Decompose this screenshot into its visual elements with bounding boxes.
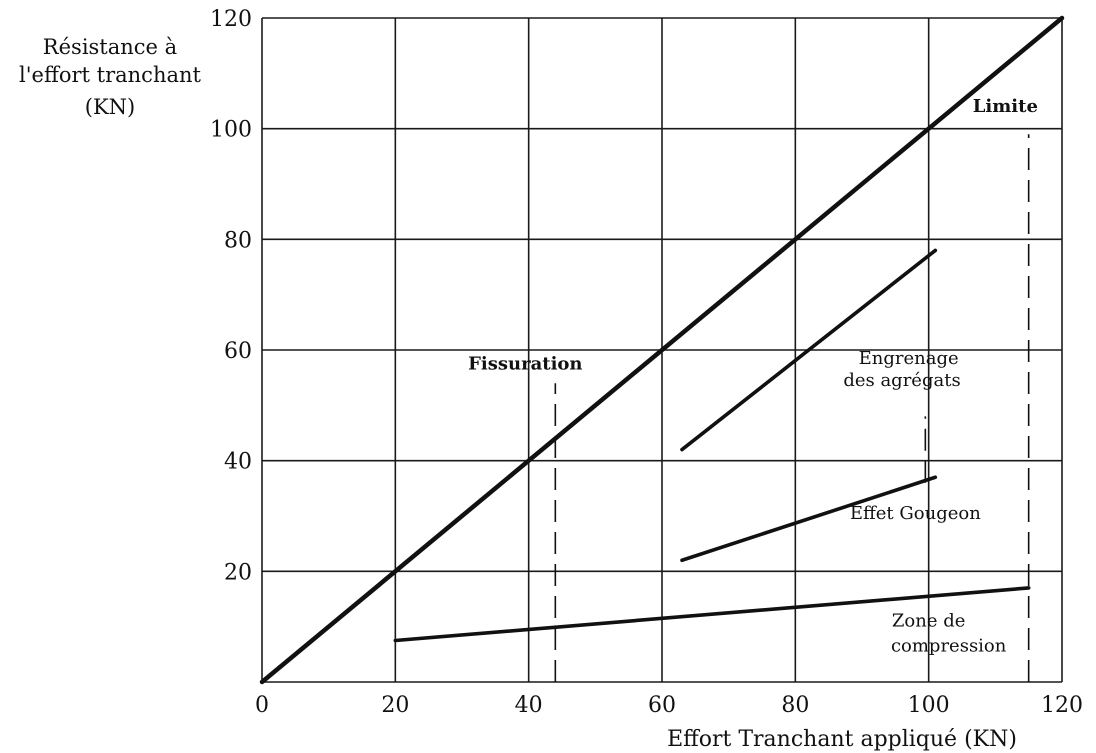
x-tick-label-0: 0	[255, 693, 269, 718]
x-tick-label-100: 100	[908, 693, 950, 718]
annotation-engrenage-2: des agrégats	[843, 370, 960, 391]
y-axis-label-line-2: l'effort tranchant	[19, 63, 201, 87]
tick-labels: 0 20 40 60 80 100 120 20 40 60 80 100 120	[210, 7, 1083, 718]
y-tick-label-100: 100	[210, 118, 252, 143]
x-tick-label-40: 40	[515, 693, 543, 718]
series-line-total	[259, 15, 1065, 685]
marker-lines	[554, 134, 1030, 682]
y-tick-label-120: 120	[210, 7, 252, 32]
y-tick-label-60: 60	[224, 339, 252, 364]
y-tick-label-40: 40	[224, 450, 252, 475]
y-axis-label-line-1: Résistance à	[43, 35, 177, 59]
annotation-compression-1: Zone de	[892, 611, 966, 632]
series-line-engrenage	[680, 248, 938, 452]
x-tick-label-80: 80	[781, 693, 809, 718]
x-tick-label-20: 20	[381, 693, 409, 718]
annotation-compression-2: compression	[891, 636, 1007, 657]
y-axis-label-line-3: (KN)	[85, 95, 135, 119]
series-lines	[259, 15, 1065, 685]
x-tick-label-120: 120	[1041, 693, 1083, 718]
x-axis-label: Effort Tranchant appliqué (KN)	[667, 727, 1017, 752]
series-line-gougeon	[680, 475, 938, 563]
x-tick-label-60: 60	[648, 693, 676, 718]
y-tick-label-20: 20	[224, 560, 252, 585]
annotation-limite: Limite	[973, 96, 1038, 117]
annotation-engrenage-1: Engrenage	[859, 348, 959, 369]
y-axis-label: Résistance à l'effort tranchant (KN)	[19, 35, 201, 119]
annotation-gougeon: Effet Gougeon	[850, 503, 981, 524]
y-tick-label-80: 80	[224, 228, 252, 253]
annotation-fissuration: Fissuration	[468, 353, 582, 374]
series-line-compression	[393, 586, 1031, 643]
